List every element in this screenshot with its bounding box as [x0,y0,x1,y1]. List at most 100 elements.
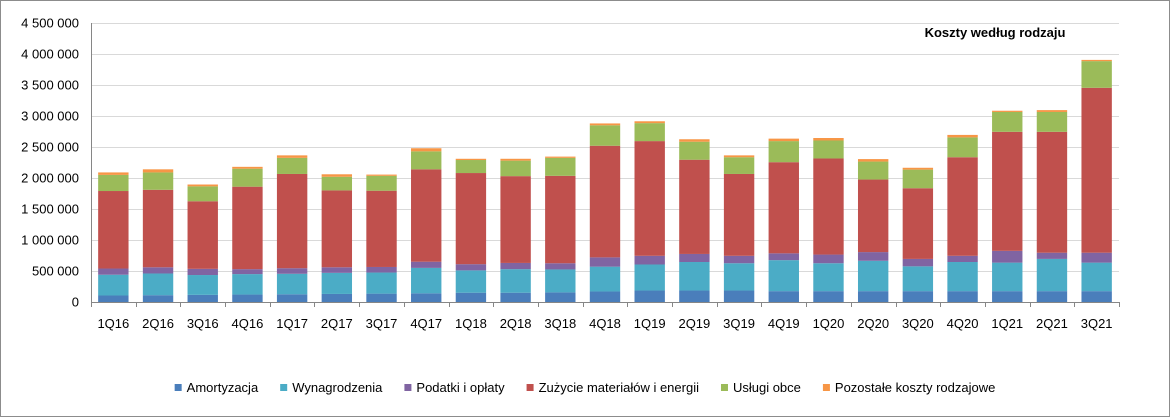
legend-swatch [720,384,728,391]
bar-segment [500,262,531,270]
x-tick-label: 4Q20 [947,316,979,331]
legend-item: Wynagrodzenia [280,380,383,395]
bar-segment [366,175,397,191]
legend-label: Zużycie materiałów i energii [539,380,700,395]
bar-segment [992,111,1023,132]
bar-segment [768,291,799,302]
bar-segment [98,172,129,175]
chart-title: Koszty według rodzaju [925,25,1066,40]
bar-segment [232,269,263,275]
bar-segment [1036,110,1068,112]
bar-segment [902,291,934,302]
bar-segment [1081,87,1112,253]
bar-segment [1081,61,1112,88]
bar-segment [98,274,129,296]
bar-segment [500,292,531,302]
y-tick-label: 2 000 000 [21,171,79,186]
bar-segment [98,174,129,192]
bar-segment [500,176,531,263]
bar-segment [813,291,844,302]
bar-segment [321,272,353,294]
bar-segment [947,157,978,256]
bar-segment [947,137,978,158]
x-tick-label: 3Q19 [723,316,755,331]
x-tick-label: 1Q18 [455,316,487,331]
bar-segment [634,290,665,302]
bar-segment [1081,262,1112,292]
bar-segment [634,121,665,124]
bar-segment [634,123,665,142]
bar-segment [366,190,397,267]
bar-segment [992,291,1023,302]
bar-segment [411,169,442,262]
bar-segment [1036,291,1068,302]
bar-segment [1081,59,1112,62]
legend-label: Pozostałe koszty rodzajowe [835,380,995,395]
x-tick-label: 4Q19 [768,316,800,331]
bar-segment [545,263,576,270]
bar-segment [857,260,889,292]
bar-segment [232,294,263,302]
bar-segment [411,261,442,268]
bar-segment [813,138,844,141]
bar-segment [768,162,799,254]
bar-segment [813,254,844,264]
bar-segment [321,293,353,302]
bar-segment [813,158,844,255]
bar-segment [1081,252,1112,263]
legend-label: Usługi obce [733,380,801,395]
bar-segment [589,291,621,302]
bar-segment [679,253,710,263]
x-tick-label: 3Q20 [902,316,934,331]
bar-segment [142,172,174,190]
y-tick-label: 0 [72,295,79,310]
bar-segment [992,250,1023,263]
bar-segment [500,269,531,293]
x-tick-labels: 1Q16 2Q16 3Q16 4Q16 1Q17 2Q17 3Q17 4Q17 1Q18 2Q18… [97,316,1112,331]
bar-segment [366,272,397,294]
bar-segment [455,173,487,265]
bar-segment [142,273,174,296]
bar-segment [142,267,174,274]
legend-item: Amortyzacja [174,380,259,395]
bar-segment [589,257,621,267]
legend-item: Usługi obce [720,380,801,395]
x-tick-label: 2Q21 [1036,316,1068,331]
bar-segment [98,191,129,269]
legend-swatch [280,384,288,391]
bar-segment [768,141,799,163]
bar-segment [679,141,710,160]
x-tick-label: 2Q19 [678,316,710,331]
x-tick-label: 1Q21 [991,316,1023,331]
bar-segment [902,188,934,259]
bar-segment [813,140,844,159]
bar-segment [232,186,263,270]
bar-segment [232,166,263,169]
bar-segment [857,252,889,261]
bar-segment [545,175,576,264]
bar-segment [947,255,978,263]
bar-segment [98,268,129,275]
legend-item: Zużycie materiałów i energii [526,380,700,395]
y-tick-label: 3 000 000 [21,109,79,124]
bar-segment [500,160,531,177]
bar-segment [187,294,218,302]
bar-segment [455,158,487,161]
x-tick-label: 3Q17 [366,316,398,331]
x-tick-label: 4Q18 [589,316,621,331]
bar-segment [902,258,934,267]
x-tick-label: 1Q20 [813,316,845,331]
bar-segment [366,266,397,273]
bar-segment [1036,111,1068,132]
bar-segment [366,174,397,176]
bar-segment [947,262,978,292]
bar-segment [723,263,755,291]
legend: Amortyzacja Wynagrodzenia Podatki i opłaty… [174,380,995,395]
bar-segment [992,262,1023,292]
bar-segment [723,255,755,264]
y-tick-label: 2 500 000 [21,140,79,155]
bar-segment [1036,131,1068,253]
y-tick-labels: 0 500 000 1 000 000 1 500 000 2 000 000 2 500… [21,16,79,310]
bar-segment [232,274,263,295]
